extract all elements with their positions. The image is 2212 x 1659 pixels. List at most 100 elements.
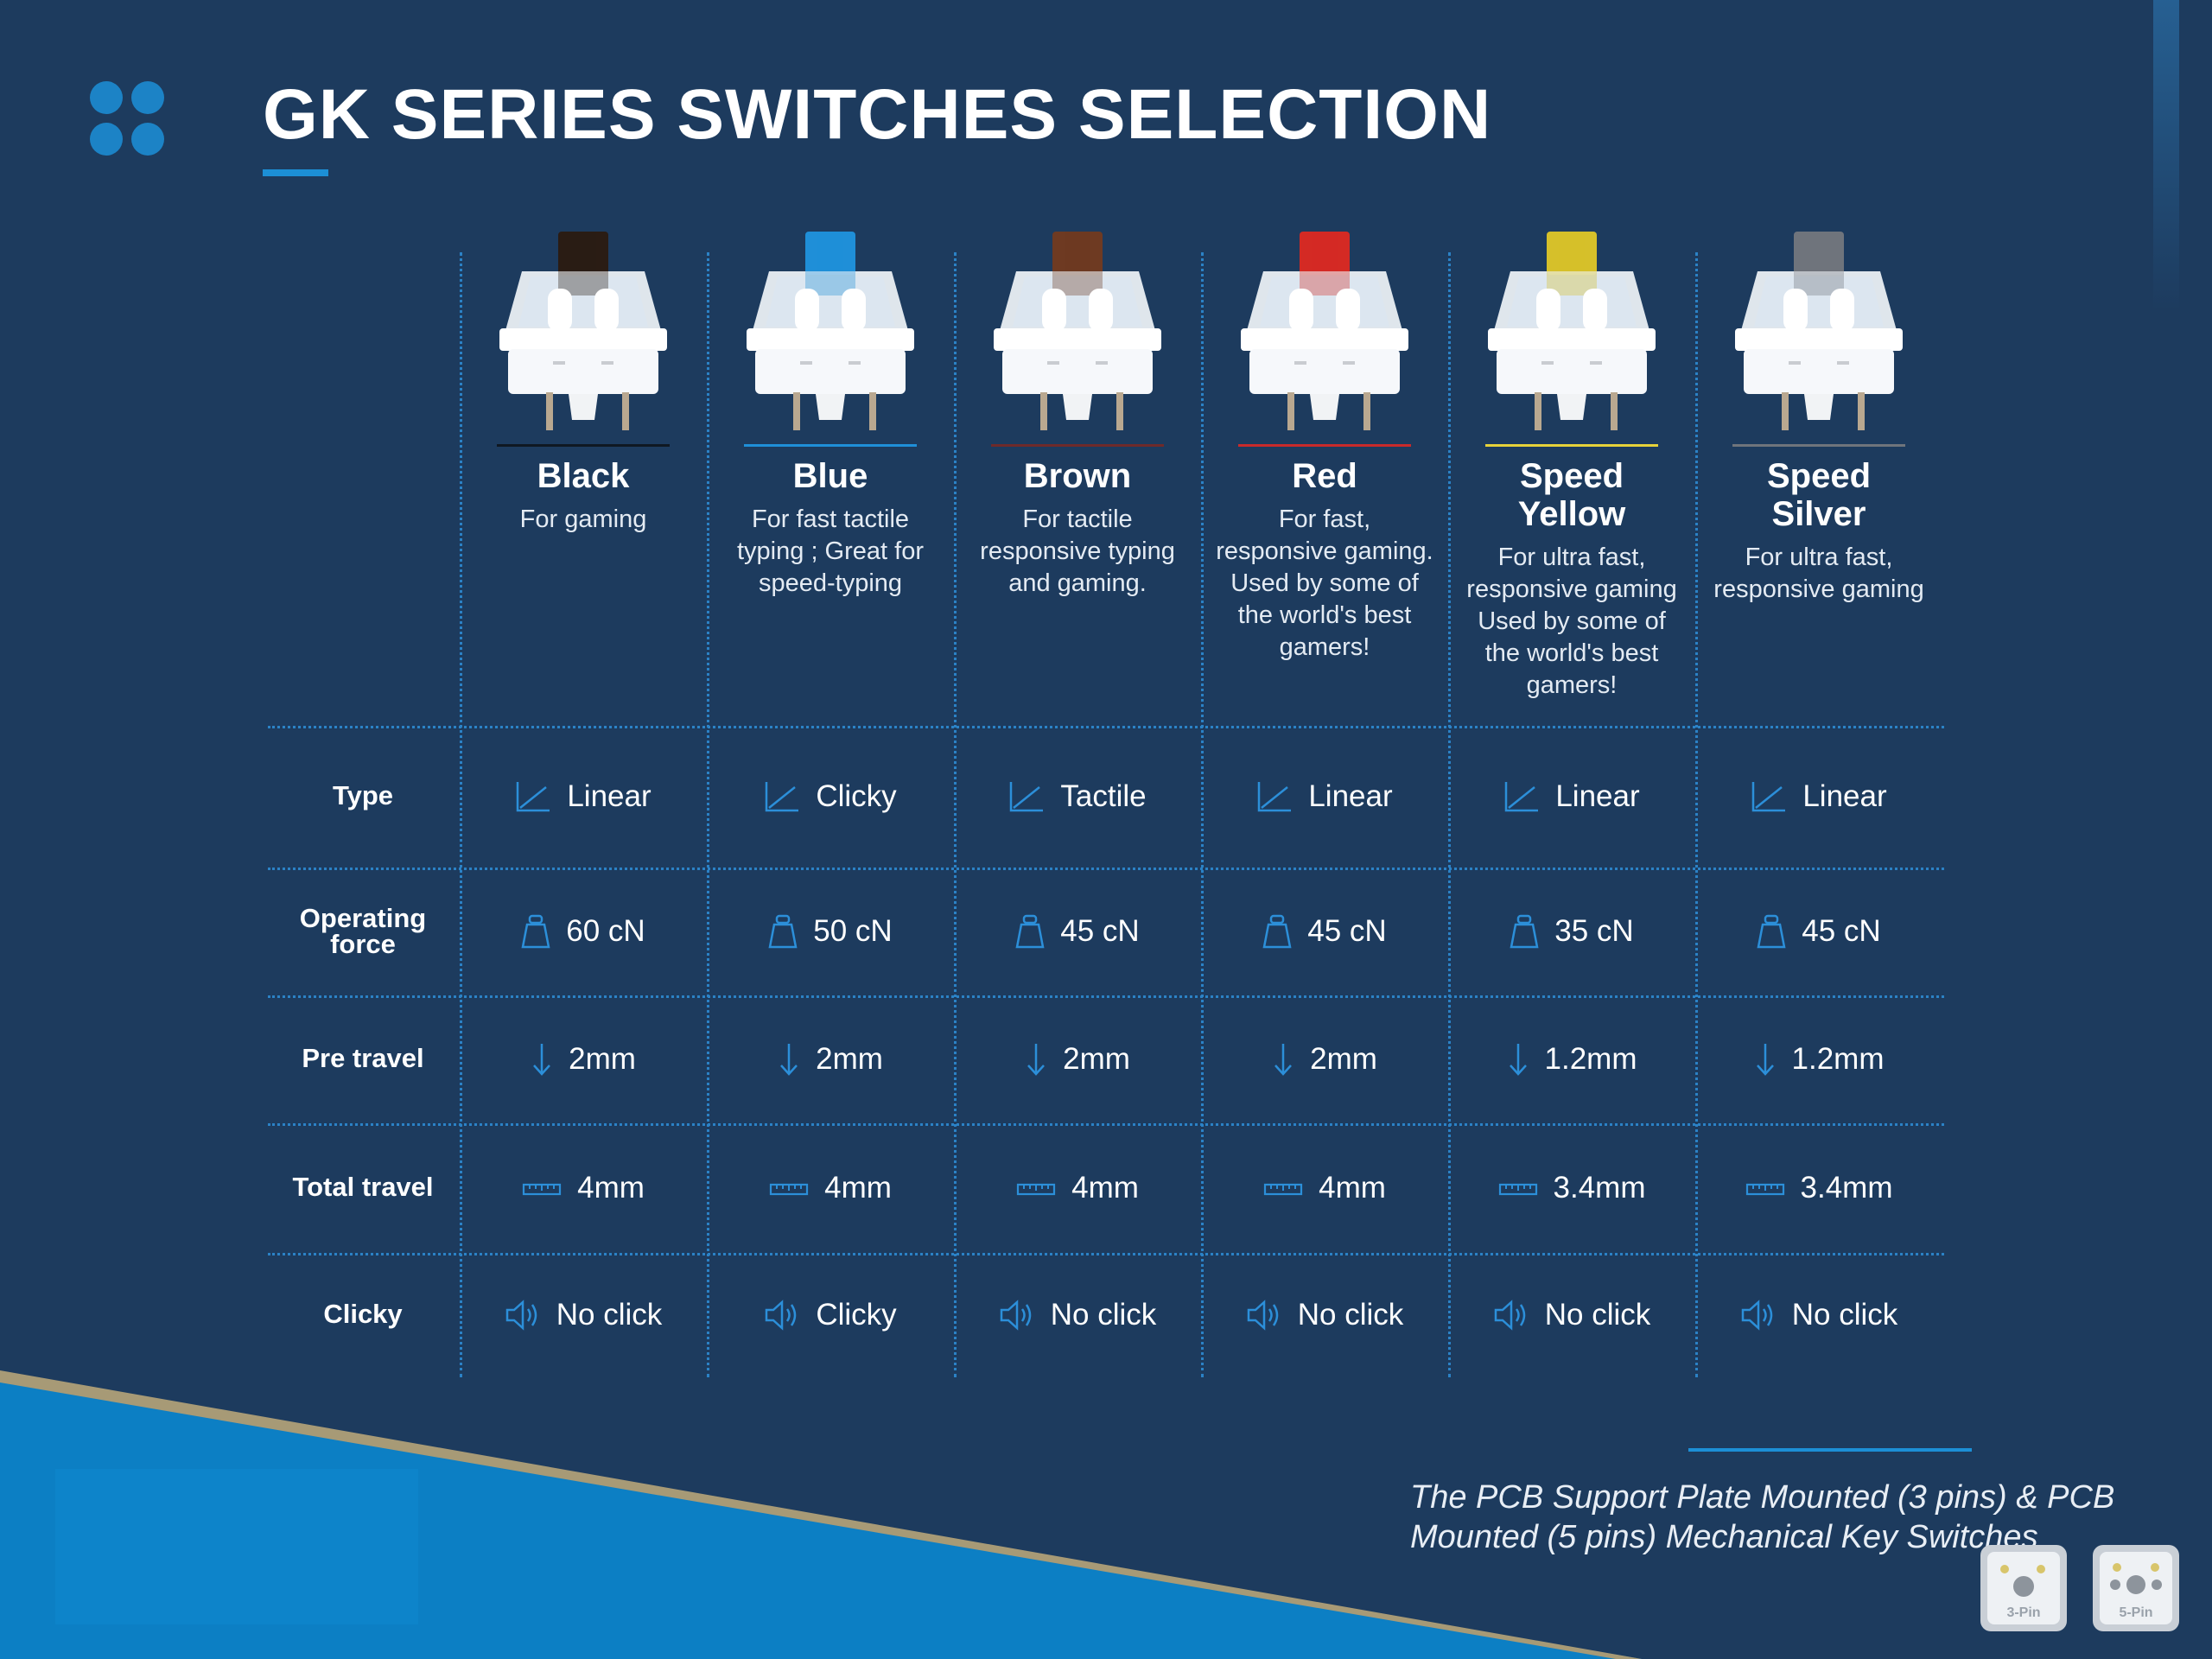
cell-value: No click xyxy=(1297,1298,1404,1332)
cell-value: 4mm xyxy=(577,1171,645,1205)
switch-color-underline xyxy=(1238,444,1411,447)
weight-icon xyxy=(1757,914,1786,949)
ruler-icon xyxy=(1263,1179,1303,1197)
cell-value: 45 cN xyxy=(1060,914,1140,948)
table-cell: Linear xyxy=(1448,774,1695,819)
key-switch-image xyxy=(707,232,954,439)
cell-value: Linear xyxy=(1555,779,1640,813)
pin-type-badge: 5-Pin xyxy=(2091,1543,2181,1633)
switch-column-2: Brown For tactile responsive typing and g… xyxy=(954,232,1201,600)
switch-description: For fast tactile typing ; Great for spee… xyxy=(737,505,924,597)
table-cell: Clicky xyxy=(707,1293,954,1338)
row-label-3: Total travel xyxy=(292,1172,434,1202)
switch-description: For ultra fast, responsive gaming Used b… xyxy=(1466,543,1677,699)
table-cell: Clicky xyxy=(707,774,954,819)
switch-description: For tactile responsive typing and gaming… xyxy=(980,505,1175,597)
cell-value: 1.2mm xyxy=(1791,1042,1885,1076)
linear-graph-icon xyxy=(1751,780,1787,813)
table-cell: 4mm xyxy=(954,1166,1201,1211)
switch-column-5: Speed Silver For ultra fast, responsive g… xyxy=(1695,232,1942,606)
row-label-4: Clicky xyxy=(323,1299,403,1329)
cell-value: Linear xyxy=(1802,779,1887,813)
table-cell: 60 cN xyxy=(460,909,707,954)
cell-value: No click xyxy=(1791,1298,1898,1332)
column-divider xyxy=(707,252,709,1377)
switch-column-1: Blue For fast tactile typing ; Great for … xyxy=(707,232,954,600)
table-cell: 2mm xyxy=(954,1037,1201,1082)
ruler-icon xyxy=(1016,1179,1056,1197)
cell-value: Linear xyxy=(1308,779,1393,813)
row-divider xyxy=(268,1123,1944,1126)
switch-column-3: Red For fast, responsive gaming. Used by … xyxy=(1201,232,1448,664)
pin-label: 5-Pin xyxy=(2119,1605,2153,1620)
cell-value: 2mm xyxy=(1310,1042,1377,1076)
switch-color-underline xyxy=(991,444,1164,447)
table-cell: No click xyxy=(1695,1293,1942,1338)
footer-note: The PCB Support Plate Mounted (3 pins) &… xyxy=(1410,1479,2115,1555)
key-switch-image xyxy=(460,232,707,439)
cell-value: 3.4mm xyxy=(1553,1171,1646,1205)
switch-name: Blue xyxy=(792,457,868,495)
speaker-icon xyxy=(505,1298,541,1332)
switch-description: For fast, responsive gaming. Used by som… xyxy=(1216,505,1433,661)
cell-value: 2mm xyxy=(816,1042,883,1076)
row-label-2: Pre travel xyxy=(302,1043,424,1073)
title-underline xyxy=(263,169,328,176)
arrow-down-icon xyxy=(1754,1042,1777,1077)
linear-graph-icon xyxy=(1503,780,1540,813)
arrow-down-icon xyxy=(1025,1042,1047,1077)
cell-value: No click xyxy=(556,1298,663,1332)
key-switch-image xyxy=(1448,232,1695,439)
cell-value: 4mm xyxy=(1319,1171,1386,1205)
switch-color-underline xyxy=(1485,444,1658,447)
table-cell: 45 cN xyxy=(1201,909,1448,954)
speaker-icon xyxy=(999,1298,1035,1332)
table-cell: 4mm xyxy=(707,1166,954,1211)
cell-value: 4mm xyxy=(1071,1171,1139,1205)
table-cell: 2mm xyxy=(707,1037,954,1082)
cell-value: No click xyxy=(1544,1298,1651,1332)
weight-icon xyxy=(521,914,550,949)
table-cell: No click xyxy=(1201,1293,1448,1338)
switch-name: Red xyxy=(1292,457,1357,495)
pcb-pin-icon xyxy=(1980,1545,2067,1631)
table-cell: 4mm xyxy=(460,1166,707,1211)
cell-value: 35 cN xyxy=(1554,914,1634,948)
column-divider xyxy=(1448,252,1451,1377)
arrow-down-icon xyxy=(1507,1042,1529,1077)
cell-value: Clicky xyxy=(816,1298,897,1332)
ruler-icon xyxy=(522,1179,562,1197)
cell-value: 3.4mm xyxy=(1800,1171,1893,1205)
table-cell: 45 cN xyxy=(954,909,1201,954)
table-cell: Linear xyxy=(460,774,707,819)
cell-value: 4mm xyxy=(824,1171,892,1205)
switch-description: For gaming xyxy=(519,505,647,533)
pin-type-badge: 3-Pin xyxy=(1979,1543,2069,1633)
table-cell: No click xyxy=(954,1293,1201,1338)
table-cell: 35 cN xyxy=(1448,909,1695,954)
arrow-down-icon xyxy=(778,1042,800,1077)
table-cell: 1.2mm xyxy=(1448,1037,1695,1082)
corner-accent xyxy=(2153,0,2179,311)
table-cell: 4mm xyxy=(1201,1166,1448,1211)
table-cell: Linear xyxy=(1695,774,1942,819)
page-title: GK SERIES SWITCHES SELECTION xyxy=(263,75,1492,154)
column-divider xyxy=(1695,252,1698,1377)
cell-value: 45 cN xyxy=(1802,914,1881,948)
linear-graph-icon xyxy=(515,780,551,813)
column-divider xyxy=(460,252,462,1377)
weight-icon xyxy=(1015,914,1045,949)
row-divider xyxy=(268,995,1944,998)
pin-label: 3-Pin xyxy=(2006,1605,2041,1620)
cell-value: Linear xyxy=(567,779,652,813)
key-switch-image xyxy=(954,232,1201,439)
table-cell: 50 cN xyxy=(707,909,954,954)
weight-icon xyxy=(1510,914,1539,949)
switch-color-underline xyxy=(1732,444,1905,447)
linear-graph-icon xyxy=(1256,780,1293,813)
key-switch-image xyxy=(1695,232,1942,439)
switch-column-0: Black For gaming xyxy=(460,232,707,536)
switch-description: For ultra fast, responsive gaming xyxy=(1713,543,1924,603)
arrow-down-icon xyxy=(1272,1042,1294,1077)
table-cell: Linear xyxy=(1201,774,1448,819)
